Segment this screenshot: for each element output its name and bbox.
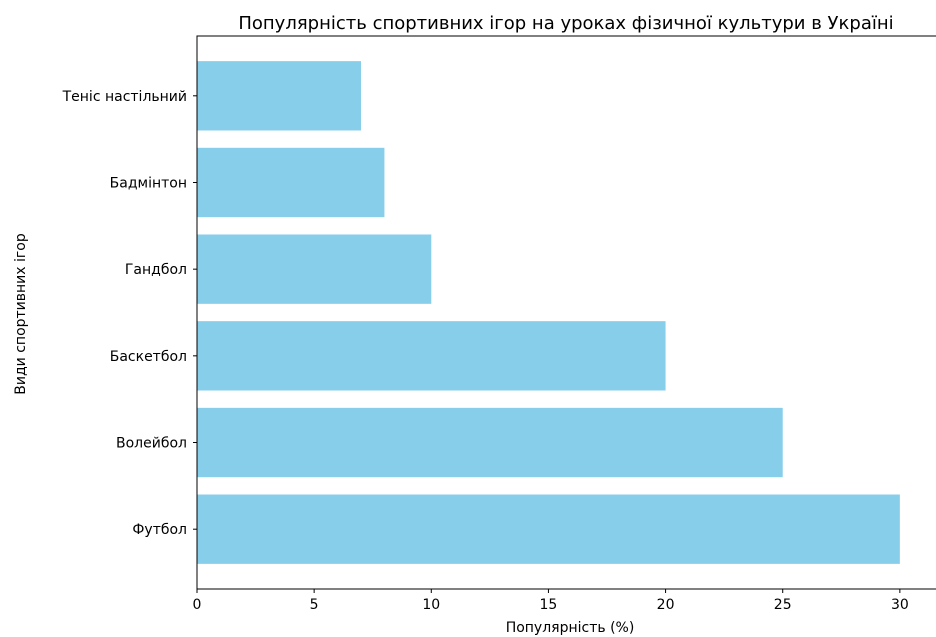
y-axis-label: Види спортивних ігор: [13, 233, 29, 395]
bar-5: [197, 61, 361, 131]
bars-group: [197, 61, 900, 564]
x-tick-label: 30: [891, 597, 909, 613]
y-tick-label: Теніс настільний: [62, 89, 187, 105]
x-axis-label: Популярність (%): [506, 620, 635, 636]
x-tick-label: 0: [193, 597, 202, 613]
y-tick-label: Баскетбол: [110, 349, 187, 365]
x-tick-label: 15: [540, 597, 558, 613]
bar-1: [197, 407, 783, 478]
bar-0: [197, 494, 900, 564]
bar-4: [197, 147, 385, 218]
y-tick-label: Волейбол: [116, 436, 187, 452]
bar-2: [197, 321, 666, 391]
chart-title: Популярність спортивних ігор на уроках ф…: [238, 13, 893, 34]
x-tick-label: 25: [774, 597, 792, 613]
y-axis-ticks: Футбол Волейбол Баскетбол Гандбол Бадмінтон Т…: [62, 89, 197, 538]
y-tick-label: Бадмінтон: [110, 175, 187, 191]
x-tick-label: 10: [422, 597, 440, 613]
axes-frame: [196, 35, 936, 590]
x-tick-label: 5: [310, 597, 319, 613]
x-tick-label: 20: [657, 597, 675, 613]
y-tick-label: Футбол: [132, 522, 187, 538]
y-tick-label: Гандбол: [125, 262, 187, 278]
bar-3: [197, 234, 432, 304]
x-axis-ticks: 0 5 10 15 20 25 30: [193, 589, 909, 613]
